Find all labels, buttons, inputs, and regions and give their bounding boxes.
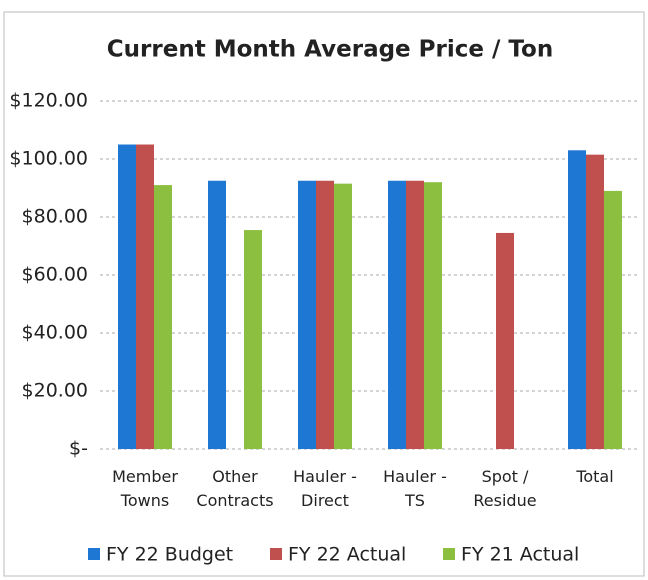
x-tick-label: Spot / Residue xyxy=(473,467,537,510)
legend-swatch xyxy=(270,548,282,560)
legend-swatch xyxy=(88,548,100,560)
chart-title: Current Month Average Price / Ton xyxy=(107,37,553,63)
bar xyxy=(136,144,154,449)
y-tick-label: $20.00 xyxy=(22,380,88,402)
legend-label: FY 22 Budget xyxy=(106,544,233,566)
y-tick-label: $- xyxy=(69,438,88,460)
bar xyxy=(388,180,406,449)
bar xyxy=(604,190,622,449)
bar xyxy=(334,183,352,449)
bar xyxy=(118,144,136,449)
y-tick-label: $120.00 xyxy=(9,90,88,112)
bar xyxy=(208,180,226,449)
legend-label: FY 21 Actual xyxy=(461,544,579,566)
bar xyxy=(298,180,316,449)
bar xyxy=(316,180,334,449)
bar xyxy=(424,182,442,449)
legend-swatch xyxy=(443,548,455,560)
x-tick-label: Total xyxy=(576,467,614,486)
y-tick-label: $40.00 xyxy=(22,322,88,344)
y-tick-label: $60.00 xyxy=(22,264,88,286)
chart-border xyxy=(3,11,645,577)
x-tick-label: Hauler - TS xyxy=(383,467,447,510)
x-tick-label: Member Towns xyxy=(112,467,178,510)
bar xyxy=(586,154,604,449)
y-tick-label: $80.00 xyxy=(22,206,88,228)
x-tick-label: Hauler - Direct xyxy=(293,467,357,510)
bar xyxy=(154,185,172,449)
bar xyxy=(406,180,424,449)
x-tick-label: Other Contracts xyxy=(196,467,274,510)
bar xyxy=(568,150,586,450)
legend-label: FY 22 Actual xyxy=(288,544,406,566)
bar xyxy=(496,232,514,449)
y-tick-label: $100.00 xyxy=(9,148,88,170)
bar xyxy=(244,230,262,449)
